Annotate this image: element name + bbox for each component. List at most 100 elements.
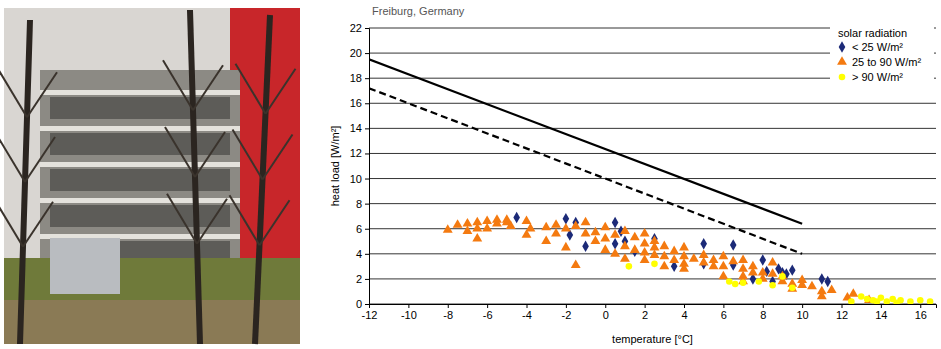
x-tick-label: -6 xyxy=(483,309,493,321)
photo-tree-branch xyxy=(163,60,193,110)
scatter-point xyxy=(463,226,473,235)
x-tick-mark xyxy=(684,304,685,308)
photo-tree-branch xyxy=(260,200,290,245)
y-tick-mark xyxy=(365,304,369,305)
photo-windows xyxy=(50,97,230,119)
y-tick: 16 xyxy=(350,97,369,109)
scatter-point xyxy=(699,249,709,258)
scatter-point xyxy=(630,244,640,253)
grid-line xyxy=(369,153,936,154)
x-tick: 12 xyxy=(836,304,848,321)
scatter-point xyxy=(878,294,885,301)
scatter-point xyxy=(738,263,748,272)
y-tick-mark xyxy=(365,229,369,230)
x-tick-mark xyxy=(487,304,488,308)
scatter-point xyxy=(768,257,778,266)
scatter-point xyxy=(610,248,620,257)
scatter-point xyxy=(848,298,855,304)
scatter-point xyxy=(730,239,737,250)
x-axis: -12-10-8-6-4-20246810121416 xyxy=(362,304,937,321)
scatter-point xyxy=(897,297,904,304)
legend-title: solar radiation xyxy=(838,27,907,39)
scatter-point xyxy=(590,236,600,245)
scatter-point xyxy=(610,229,620,238)
scatter-point xyxy=(443,224,453,233)
x-tick-label: -8 xyxy=(443,309,453,321)
scatter-point xyxy=(927,298,934,304)
x-tick: -8 xyxy=(443,304,453,321)
scatter-point xyxy=(453,219,463,228)
scatter-point xyxy=(551,228,561,237)
x-tick: -2 xyxy=(561,304,571,321)
scatter-point xyxy=(689,253,699,262)
photo-tree-branch xyxy=(236,64,266,114)
y-tick-label: 4 xyxy=(356,248,362,260)
scatter-point xyxy=(581,228,591,237)
y-axis-title: heat load [W/m²] xyxy=(329,126,341,207)
scatter-point xyxy=(768,268,778,277)
x-tick-label: 2 xyxy=(642,309,648,321)
scatter-point xyxy=(513,212,520,223)
scatter-point xyxy=(819,273,826,284)
y-tick-mark xyxy=(365,204,369,205)
photo-balcony xyxy=(40,126,240,131)
legend-box xyxy=(830,24,934,89)
scatter-point xyxy=(600,244,610,253)
scatter-point xyxy=(590,227,600,236)
scatter-point xyxy=(748,267,758,276)
x-tick-label: -10 xyxy=(401,309,417,321)
x-tick: -6 xyxy=(483,304,493,321)
scatter-point xyxy=(740,279,747,286)
scatter-point xyxy=(571,221,581,230)
photo-tree-branch xyxy=(23,202,53,247)
scatter-point xyxy=(541,236,551,245)
x-tick-mark xyxy=(448,304,449,308)
legend-label: < 25 W/m² xyxy=(852,41,903,53)
y-axis-line xyxy=(365,29,370,305)
photo-sky xyxy=(4,8,300,344)
x-tick-mark xyxy=(723,304,724,308)
scatter-series xyxy=(626,261,934,304)
scatter-point xyxy=(650,242,660,251)
scatter-point xyxy=(612,238,619,249)
x-tick: 8 xyxy=(760,304,766,321)
scatter-point xyxy=(824,276,831,287)
x-tick-label: 8 xyxy=(760,309,766,321)
scatter-point xyxy=(728,256,738,265)
scatter-point xyxy=(620,253,630,262)
photo-tree-branch xyxy=(193,65,223,110)
x-tick-label: -4 xyxy=(522,309,532,321)
grid-line xyxy=(369,178,936,179)
photo xyxy=(0,8,300,344)
scatter-point xyxy=(718,251,728,260)
plot-marks xyxy=(369,59,933,304)
photo-balcony xyxy=(40,162,240,167)
scatter-point xyxy=(907,298,914,304)
scatter-point xyxy=(659,241,669,250)
scatter-point xyxy=(561,242,571,251)
scatter-point xyxy=(620,241,630,250)
x-tick: 0 xyxy=(603,304,609,321)
scatter-point xyxy=(759,254,766,265)
y-tick: 18 xyxy=(350,72,369,84)
grid-line xyxy=(369,228,936,229)
scatter-point xyxy=(506,221,516,230)
photo-tree-branch xyxy=(195,132,225,177)
scatter-point xyxy=(640,247,650,256)
y-tick-label: 0 xyxy=(356,298,362,310)
scatter-point xyxy=(787,283,797,292)
y-tick-mark xyxy=(365,103,369,104)
chart-root: -12-10-8-6-4-202468101214160246810121416… xyxy=(0,0,941,349)
x-tick-mark xyxy=(802,304,803,308)
scatter-point xyxy=(769,282,776,289)
y-tick-mark xyxy=(365,78,369,79)
y-tick-mark xyxy=(365,179,369,180)
y-tick: 12 xyxy=(350,147,369,159)
scatter-point xyxy=(600,233,610,242)
scatter-point xyxy=(817,291,827,300)
y-tick-label: 12 xyxy=(350,147,362,159)
scatter-point xyxy=(858,293,865,300)
x-tick-mark xyxy=(842,304,843,308)
photo-building xyxy=(40,70,240,260)
scatter-point xyxy=(883,298,890,304)
